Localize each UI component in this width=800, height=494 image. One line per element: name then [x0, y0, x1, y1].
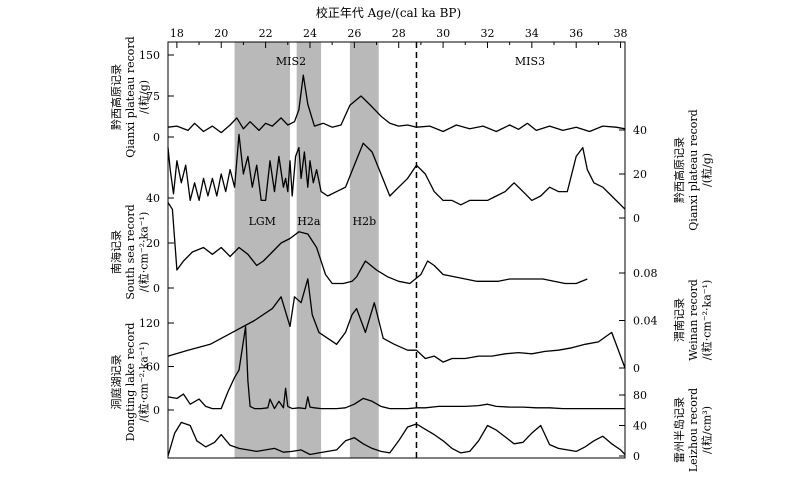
x-tick-label: 34	[525, 27, 539, 40]
x-tick-label: 22	[259, 27, 273, 40]
x-tick-label: 38	[614, 27, 628, 40]
qianxi_left-tick-label: 75	[146, 90, 160, 103]
dongting-axis-title-line: Dongting lake record	[124, 323, 137, 442]
qianxi_right-tick-label: 20	[633, 168, 647, 181]
dongting-axis-title: 洞庭湖记录Dongting lake record/(粒·cm⁻²·ka⁻¹)	[109, 323, 151, 442]
qianxi_left-axis-title-line: Qianxi plateau record	[124, 36, 137, 157]
x-tick-label: 18	[170, 27, 184, 40]
qianxi_right-axis-title-line: 黔西高原记录	[672, 137, 686, 203]
qianxi-left-curve	[167, 74, 626, 134]
event-label-lgm: LGM	[249, 215, 276, 228]
qianxi_right-axis-title: 黔西高原记录Qianxi plateau record/(粒/g)	[672, 109, 714, 230]
x-tick-label: 30	[436, 27, 450, 40]
text-layer: LGM H2a H2b MIS2 MIS3 校正年代 Age/(cal ka BP) 18 2…	[109, 5, 714, 472]
southsea-axis-title-line: /(粒·cm⁻²·ka⁻¹)	[137, 212, 151, 293]
leizhou-tick-label: 0	[633, 450, 640, 463]
southsea-tick-label: 0	[153, 282, 160, 295]
qianxi_right-tick-label: 40	[633, 124, 647, 137]
axes-layer	[167, 42, 626, 457]
leizhou-axis-title-line: /(粒/cm³)	[700, 406, 714, 454]
x-tick-label: 24	[303, 27, 317, 40]
mis2-label: MIS2	[276, 55, 306, 68]
dongting-tick-label: 0	[153, 404, 160, 417]
leizhou-axis-title-line: 雷州半岛记录	[672, 397, 686, 463]
curves-layer	[167, 74, 626, 457]
qianxi_left-axis-title-line: 黔西高原记录	[109, 64, 123, 130]
leizhou-tick-label: 80	[633, 389, 647, 402]
weinan-tick-label: 0	[633, 362, 640, 375]
southsea-curve	[167, 202, 588, 285]
shaded-interval-h2b	[349, 42, 379, 458]
dongting-tick-label: 120	[139, 317, 160, 330]
x-axis-title: 校正年代 Age/(cal ka BP)	[316, 5, 461, 20]
shaded-intervals-layer	[234, 42, 379, 458]
x-tick-label: 26	[347, 27, 361, 40]
event-label-h2a: H2a	[297, 215, 321, 228]
dongting-axis-title-line: /(粒·cm⁻²·ka⁻¹)	[137, 342, 151, 423]
weinan-axis-title: 渭南记录Weinan record/(粒·cm⁻²·ka⁻¹)	[673, 279, 714, 361]
event-label-h2b: H2b	[353, 215, 377, 228]
qianxi_left-tick-label: 150	[139, 49, 160, 62]
qianxi-right-curve	[167, 133, 626, 210]
x-tick-label: 36	[569, 27, 583, 40]
qianxi_left-tick-label: 0	[153, 131, 160, 144]
weinan-axis-title-line: 渭南记录	[673, 298, 686, 342]
weinan-tick-label: 0.04	[633, 315, 658, 328]
weinan-tick-label: 0.08	[633, 267, 658, 280]
southsea-tick-label: 20	[146, 237, 160, 250]
qianxi_right-axis-title-line: /(粒/g)	[700, 153, 714, 187]
southsea-axis-title-line: South sea record	[124, 204, 137, 299]
southsea-axis-title-line: 南海记录	[109, 230, 123, 274]
dongting-curve	[167, 325, 625, 410]
southsea-tick-label: 40	[146, 192, 160, 205]
weinan-axis-title-line: /(粒·cm⁻²·ka⁻¹)	[700, 280, 714, 361]
dongting-axis-title-line: 洞庭湖记录	[109, 355, 123, 410]
x-tick-label: 20	[214, 27, 228, 40]
weinan-curve	[167, 278, 626, 369]
mis3-label: MIS3	[515, 55, 545, 68]
weinan-axis-title-line: Weinan record	[687, 279, 700, 361]
dongting-tick-label: 60	[146, 361, 160, 374]
southsea-axis-title: 南海记录South sea record/(粒·cm⁻²·ka⁻¹)	[109, 204, 151, 299]
qianxi_left-axis-title: 黔西高原记录Qianxi plateau record/(粒/g)	[109, 36, 151, 157]
x-tick-label: 32	[480, 27, 494, 40]
qianxi_right-axis-title-line: Qianxi plateau record	[687, 109, 700, 230]
shaded-interval-lgm	[234, 42, 291, 458]
leizhou-curve	[167, 421, 626, 457]
leizhou-axis-title-line: Leizhou record	[687, 388, 700, 472]
qianxi_left-axis-title-line: /(粒/g)	[137, 80, 151, 114]
qianxi_right-tick-label: 0	[633, 212, 640, 225]
leizhou-tick-label: 40	[633, 420, 647, 433]
x-tick-label: 28	[392, 27, 406, 40]
leizhou-axis-title: 雷州半岛记录Leizhou record/(粒/cm³)	[672, 388, 714, 472]
